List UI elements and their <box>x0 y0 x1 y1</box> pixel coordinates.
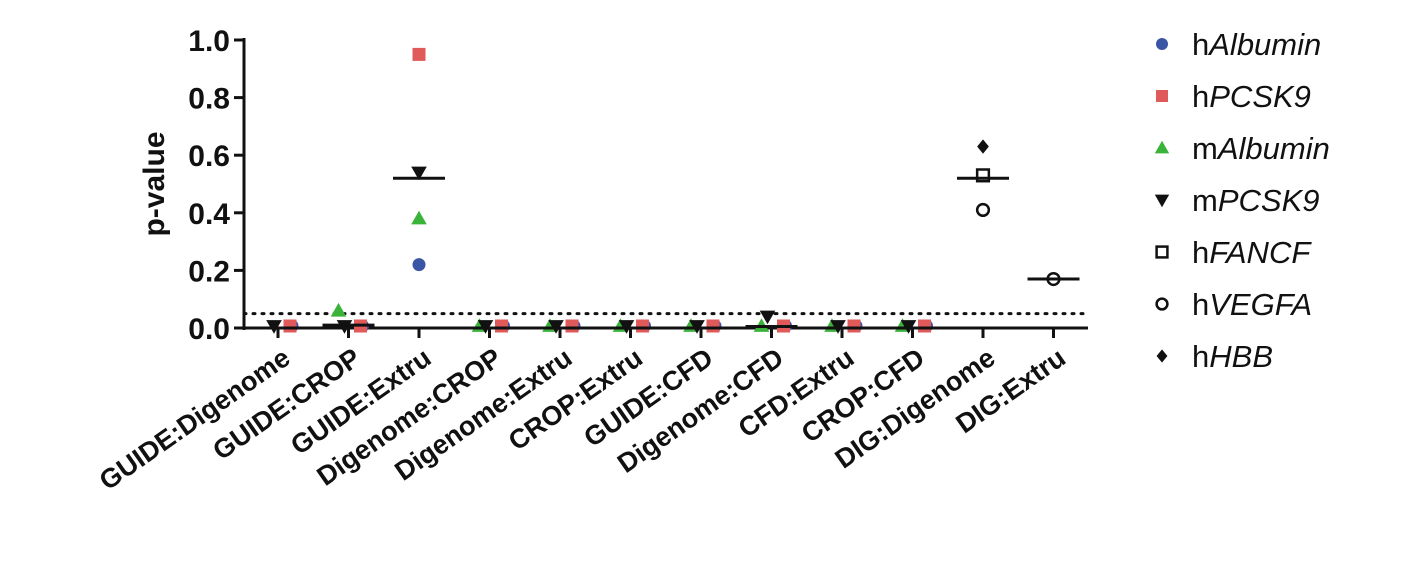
legend-label-prefix: m <box>1192 131 1218 166</box>
data-point-hpcsk9 <box>636 319 649 333</box>
legend-label-gene: PCSK9 <box>1218 183 1320 218</box>
legend-marker <box>1156 90 1168 102</box>
data-point-hpcsk9 <box>918 319 931 333</box>
legend-item: mAlbumin <box>1154 131 1330 166</box>
legend-item: hVEGFA <box>1155 287 1312 322</box>
legend-label: hVEGFA <box>1192 287 1312 322</box>
legend-marker <box>1156 349 1168 363</box>
legend-label-gene: Albumin <box>1216 131 1330 166</box>
y-tick-label: 1.0 <box>188 25 230 58</box>
data-point-halbumin <box>412 258 426 272</box>
data-point-malbumin <box>330 302 347 317</box>
data-point-hfancf <box>975 168 991 183</box>
plot-area: 0.00.20.40.60.81.0GUIDE:DigenomeGUIDE:CR… <box>94 25 1090 496</box>
legend-item: hHBB <box>1156 339 1273 374</box>
legend-marker <box>1154 140 1170 154</box>
data-point-hhbb <box>977 139 989 154</box>
legend-label-prefix: h <box>1192 287 1209 322</box>
data-point-mpcsk9 <box>759 310 776 325</box>
data-point-hpcsk9 <box>495 319 508 333</box>
legend-label-prefix: m <box>1192 183 1218 218</box>
legend-item: mPCSK9 <box>1154 183 1320 218</box>
data-point-malbumin <box>411 210 427 225</box>
legend-label-prefix: h <box>1192 235 1209 270</box>
legend-item: hAlbumin <box>1156 27 1321 62</box>
y-tick-label: 0.8 <box>188 83 230 116</box>
legend-label: mPCSK9 <box>1192 183 1320 218</box>
data-point-hvegfa <box>975 202 991 218</box>
y-tick-label: 0.4 <box>188 198 230 231</box>
y-tick-label: 0.6 <box>188 140 230 173</box>
legend-label-gene: Albumin <box>1207 27 1321 62</box>
legend-marker <box>1154 194 1170 208</box>
y-tick-label: 0.2 <box>188 255 230 288</box>
legend-label-prefix: h <box>1192 79 1209 114</box>
legend-label: hFANCF <box>1192 235 1312 270</box>
data-point-hpcsk9 <box>565 319 579 333</box>
data-point-mpcsk9 <box>411 166 427 181</box>
legend-label: hHBB <box>1192 339 1273 374</box>
legend-label: hPCSK9 <box>1192 79 1311 114</box>
legend-label-gene: FANCF <box>1209 235 1312 270</box>
data-point-hpcsk9 <box>847 319 861 333</box>
legend-label-gene: HBB <box>1209 339 1273 374</box>
legend-label-gene: VEGFA <box>1209 287 1312 322</box>
data-point-hpcsk9 <box>412 47 426 61</box>
data-point-mpcsk9 <box>336 320 353 334</box>
legend-label: mAlbumin <box>1192 131 1330 166</box>
data-point-hpcsk9 <box>706 319 720 333</box>
legend-item: hPCSK9 <box>1156 79 1311 114</box>
data-point-hpcsk9 <box>283 319 297 333</box>
data-point-malbumin <box>753 318 770 332</box>
legend-label: hAlbumin <box>1192 27 1321 62</box>
legend-label-gene: PCSK9 <box>1209 79 1311 114</box>
legend-item: hFANCF <box>1155 235 1312 270</box>
legend-marker <box>1155 297 1169 311</box>
y-tick-label: 0.0 <box>188 313 230 346</box>
y-axis-label: p-value <box>138 131 171 236</box>
legend-marker <box>1155 245 1169 259</box>
legend-label-prefix: h <box>1192 339 1209 374</box>
legend-marker <box>1156 38 1168 50</box>
legend-label-prefix: h <box>1192 27 1209 62</box>
legend: hAlbuminhPCSK9mAlbuminmPCSK9hFANCFhVEGFA… <box>1154 27 1330 374</box>
